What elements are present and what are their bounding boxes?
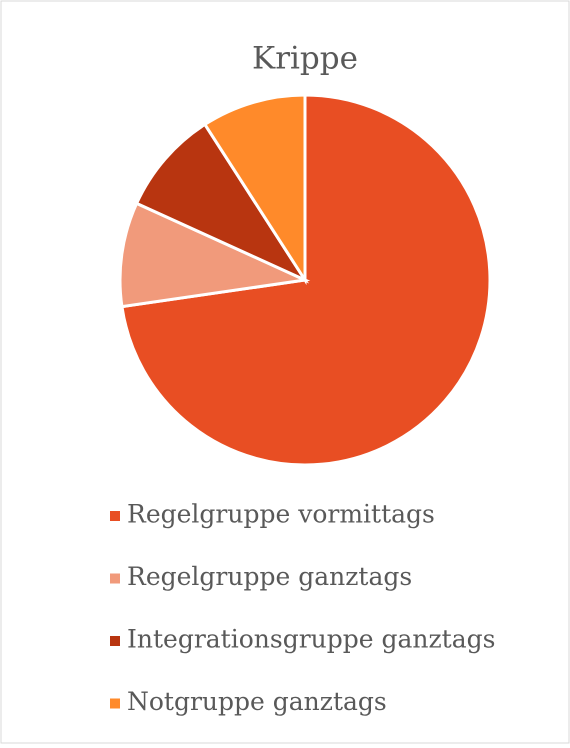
legend-label: Regelgruppe vormittags: [127, 500, 435, 529]
legend-swatch: [110, 511, 120, 521]
legend-swatch: [110, 573, 120, 584]
chart-title: Krippe: [252, 41, 358, 77]
legend-swatch: [110, 636, 120, 646]
legend-label: Integrationsgruppe ganztags: [127, 625, 495, 654]
pie-slice: [202, 93, 307, 286]
pie-slice: [134, 122, 310, 284]
legend-label: Notgruppe ganztags: [127, 687, 387, 716]
legend-swatch: [110, 698, 120, 709]
legend-label: Regelgruppe ganztags: [127, 562, 412, 591]
pie-slice: [118, 201, 311, 309]
